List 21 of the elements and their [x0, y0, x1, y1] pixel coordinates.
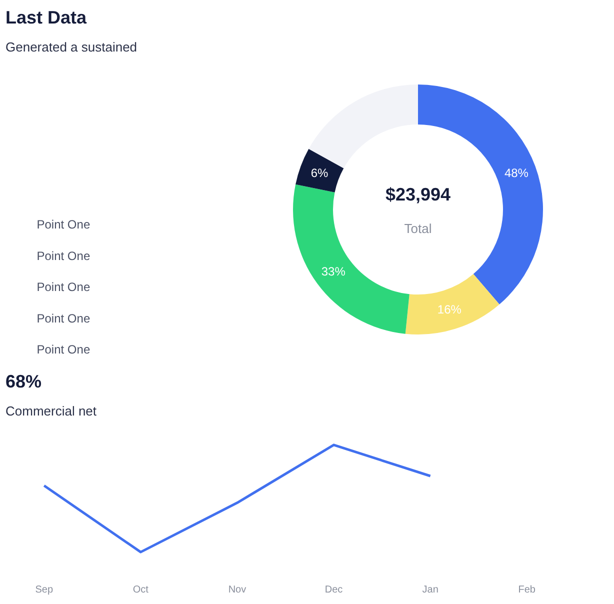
text: Generated a sustained — [6, 40, 138, 54]
data-label: 16% — [437, 302, 462, 317]
x-tick-label: Dec — [324, 584, 343, 596]
text: Point One — [36, 218, 90, 232]
text: Total — [404, 220, 432, 236]
text: $23,994 — [385, 184, 451, 204]
text: Point One — [36, 311, 90, 326]
x-tick-label: Nov — [228, 584, 246, 596]
data-label: 6% — [310, 166, 329, 180]
data-label: 48% — [504, 166, 529, 180]
chart-title: 68% — [6, 372, 42, 392]
data-label: 33% — [321, 264, 346, 279]
x-tick-label: Oct — [132, 584, 149, 596]
chart-subtitle: Commercial net — [6, 404, 97, 418]
x-tick-label: Feb — [518, 584, 536, 596]
text: Point One — [36, 280, 90, 294]
x-tick-label: Jan — [422, 584, 438, 596]
text: Last Data — [6, 8, 88, 28]
text: Point One — [36, 248, 90, 263]
text: Point One — [36, 342, 90, 356]
x-tick-label: Sep — [35, 584, 54, 596]
